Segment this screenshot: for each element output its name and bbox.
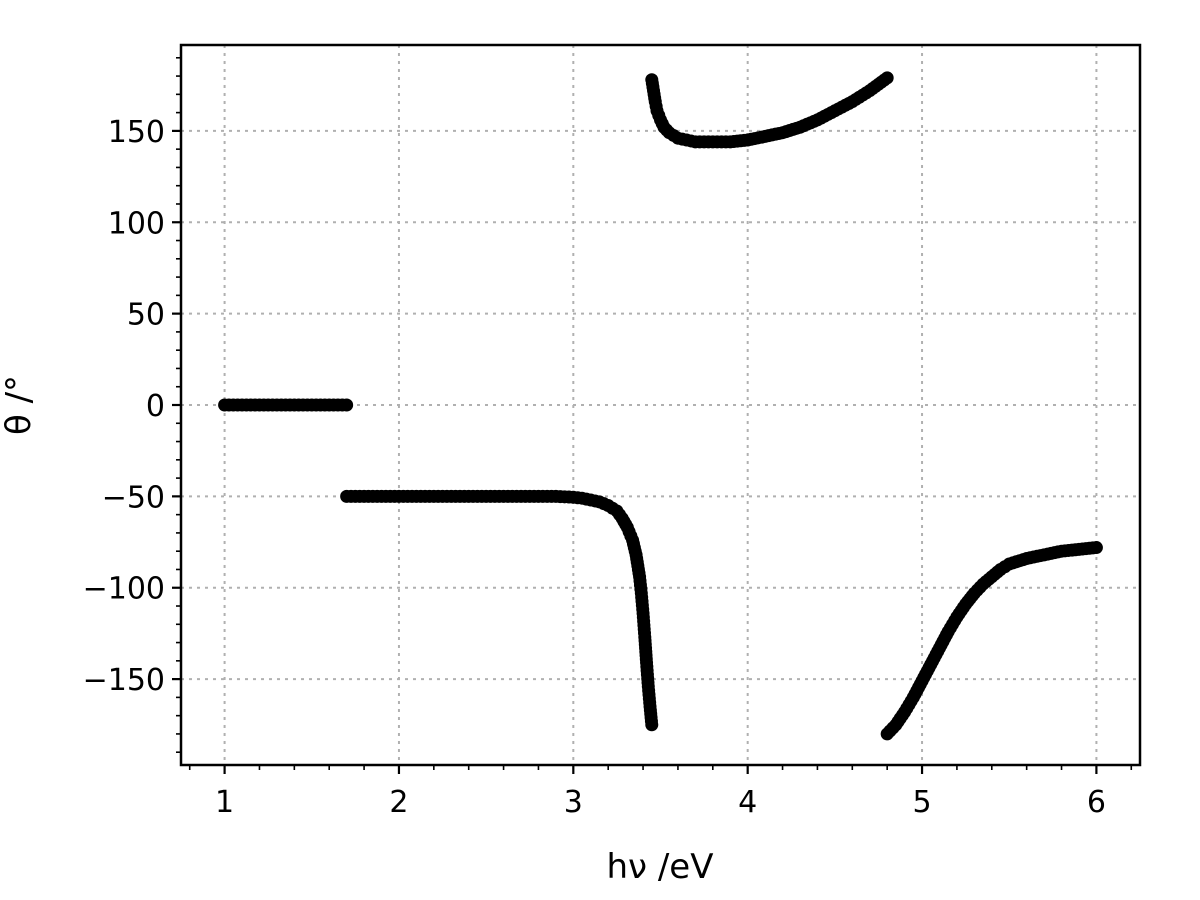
- x-tick-label: 4: [738, 785, 757, 820]
- data-point: [340, 398, 354, 412]
- y-tick-label: 50: [127, 298, 165, 333]
- y-tick-label: −150: [83, 663, 165, 698]
- x-axis-label: hν /eV: [607, 847, 714, 887]
- y-axis-label: θ /°: [0, 375, 39, 435]
- x-tick-labels: 1 2 3 4 5 6: [215, 785, 1106, 820]
- y-tick-labels: −150 −100 −50 0 50 100 150: [83, 115, 165, 698]
- x-tick-label: 2: [389, 785, 408, 820]
- y-tick-label: 0: [146, 389, 165, 424]
- data-point: [645, 718, 659, 732]
- x-tick-label: 6: [1087, 785, 1106, 820]
- y-tick-label: −100: [83, 572, 165, 607]
- axis-ticks: [172, 56, 1133, 774]
- data-points: [218, 71, 1103, 741]
- data-point: [880, 71, 894, 85]
- grid-lines: [181, 45, 1140, 765]
- x-tick-label: 1: [215, 785, 234, 820]
- x-tick-label: 3: [564, 785, 583, 820]
- y-tick-label: −50: [102, 480, 165, 515]
- data-point: [1089, 541, 1103, 555]
- y-tick-label: 100: [108, 206, 165, 241]
- y-tick-label: 150: [108, 115, 165, 150]
- x-tick-label: 5: [912, 785, 931, 820]
